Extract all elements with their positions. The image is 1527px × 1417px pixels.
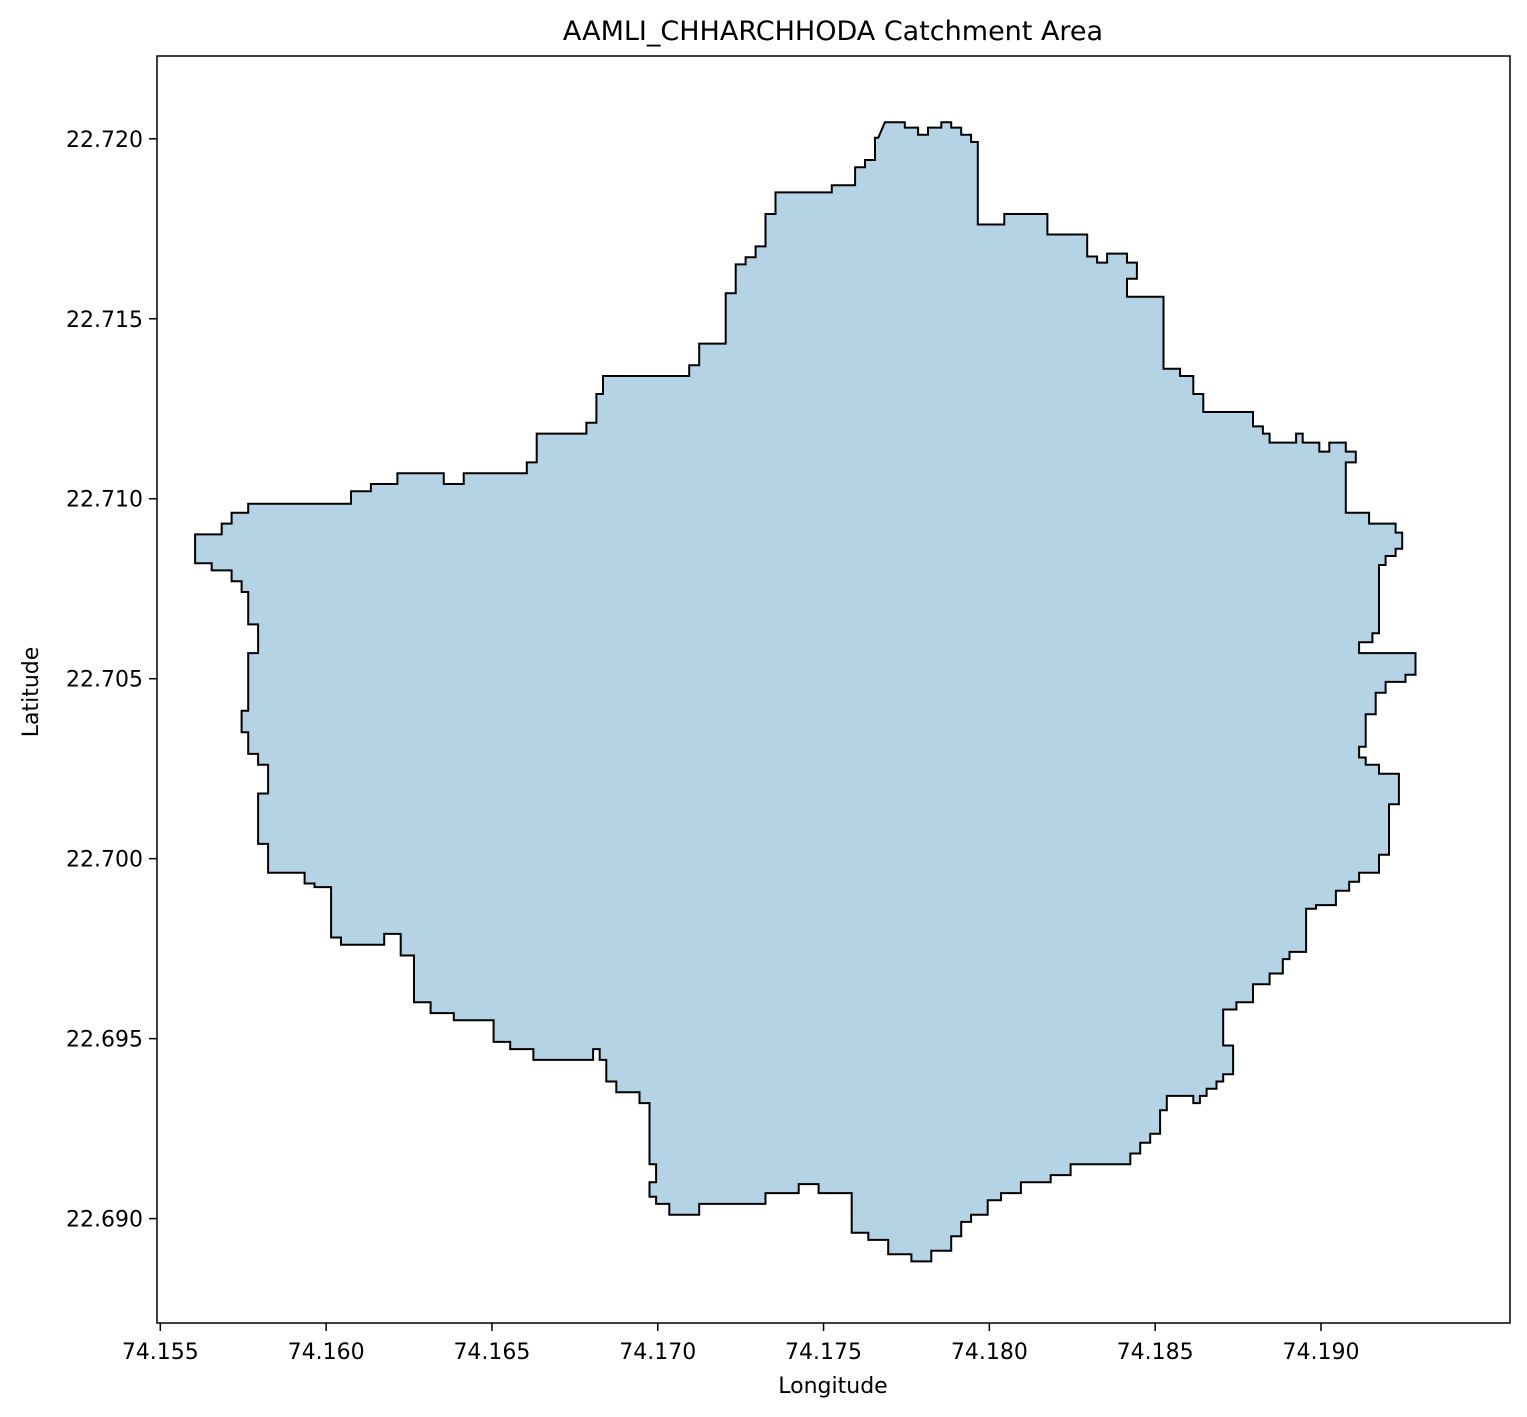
chart-title: AAMLI_CHHARCHHODA Catchment Area [563, 16, 1103, 47]
y-tick-label: 22.690 [66, 1208, 143, 1233]
plot-area [156, 55, 1511, 1324]
x-tick-label: 74.155 [122, 1340, 199, 1365]
x-tick-label: 74.160 [288, 1340, 365, 1365]
catchment-polygon[interactable] [194, 121, 1417, 1263]
x-tick-label: 74.180 [951, 1340, 1028, 1365]
x-tick-label: 74.170 [619, 1340, 696, 1365]
y-tick-label: 22.720 [66, 128, 143, 153]
y-tick-label: 22.695 [66, 1028, 143, 1053]
y-axis-ticks: 22.690 22.695 22.700 22.705 22.710 22.715 22.7… [66, 128, 157, 1233]
y-tick-label: 22.715 [66, 308, 143, 333]
x-tick-label: 74.165 [453, 1340, 530, 1365]
y-axis-label: Latitude [19, 647, 44, 738]
x-tick-label: 74.185 [1117, 1340, 1194, 1365]
x-tick-label: 74.190 [1282, 1340, 1359, 1365]
x-axis-label: Longitude [778, 1374, 887, 1399]
y-tick-label: 22.700 [66, 848, 143, 873]
y-tick-label: 22.705 [66, 668, 143, 693]
y-tick-label: 22.710 [66, 488, 143, 513]
x-tick-label: 74.175 [785, 1340, 862, 1365]
axes-frame [156, 55, 1511, 1324]
x-axis-ticks: 74.155 74.160 74.165 74.170 74.175 74.180 74.1… [122, 1323, 1359, 1365]
